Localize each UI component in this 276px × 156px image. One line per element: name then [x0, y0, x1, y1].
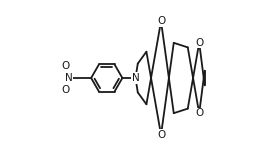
- Text: O: O: [157, 130, 165, 140]
- Text: O: O: [195, 38, 203, 48]
- Text: O: O: [195, 108, 203, 118]
- Text: O: O: [61, 61, 70, 71]
- Text: O: O: [157, 16, 165, 26]
- Text: N: N: [132, 73, 139, 83]
- Text: O: O: [61, 85, 70, 95]
- Text: N: N: [65, 73, 73, 83]
